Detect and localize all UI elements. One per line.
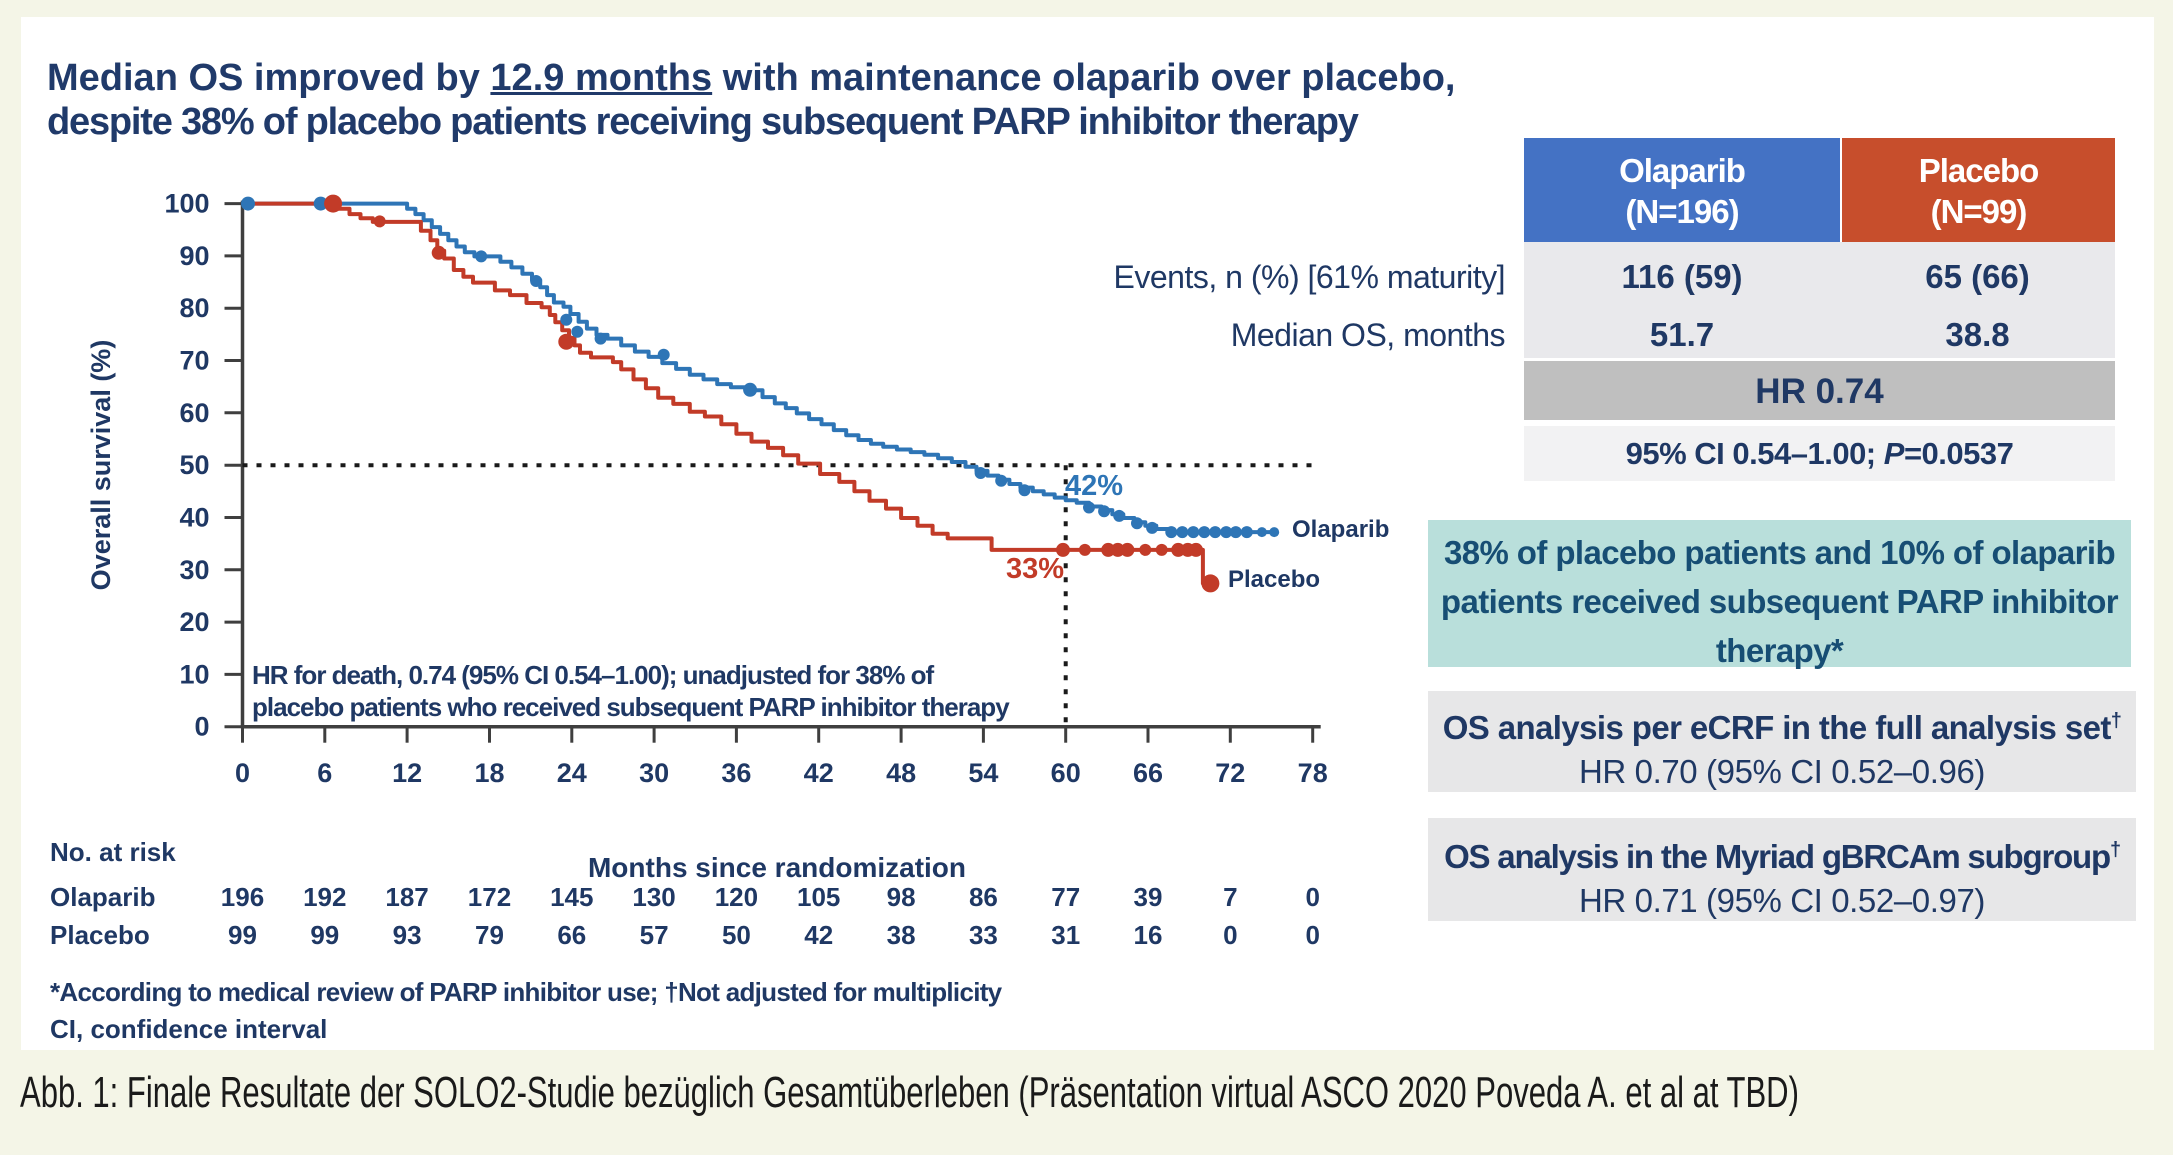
svg-text:20: 20 bbox=[179, 607, 209, 637]
svg-text:38: 38 bbox=[887, 920, 916, 950]
svg-text:57: 57 bbox=[640, 920, 669, 950]
svg-text:Placebo: Placebo bbox=[1228, 566, 1320, 593]
svg-text:40: 40 bbox=[179, 503, 209, 533]
svg-text:187: 187 bbox=[385, 882, 428, 912]
svg-text:66: 66 bbox=[557, 920, 586, 950]
svg-text:100: 100 bbox=[164, 189, 209, 219]
svg-text:145: 145 bbox=[550, 882, 593, 912]
svg-text:99: 99 bbox=[228, 920, 257, 950]
svg-text:60: 60 bbox=[179, 398, 209, 428]
svg-text:86: 86 bbox=[969, 882, 998, 912]
svg-text:72: 72 bbox=[1215, 758, 1245, 788]
svg-text:*According to medical review o: *According to medical review of PARP inh… bbox=[50, 977, 1003, 1007]
svg-text:172: 172 bbox=[468, 882, 511, 912]
svg-text:No. at risk: No. at risk bbox=[50, 837, 176, 867]
svg-text:HR for death, 0.74 (95% CI 0.5: HR for death, 0.74 (95% CI 0.54–1.00); u… bbox=[252, 660, 935, 690]
svg-text:120: 120 bbox=[715, 882, 758, 912]
svg-text:Olaparib: Olaparib bbox=[1292, 516, 1389, 543]
svg-text:0: 0 bbox=[1223, 920, 1237, 950]
svg-text:78: 78 bbox=[1298, 758, 1328, 788]
svg-text:50: 50 bbox=[179, 450, 209, 480]
svg-text:0: 0 bbox=[1305, 920, 1319, 950]
svg-text:36: 36 bbox=[721, 758, 751, 788]
svg-text:31: 31 bbox=[1051, 920, 1080, 950]
svg-text:93: 93 bbox=[393, 920, 422, 950]
svg-text:42: 42 bbox=[804, 920, 833, 950]
svg-text:39: 39 bbox=[1134, 882, 1163, 912]
svg-text:0: 0 bbox=[194, 712, 209, 742]
svg-text:196: 196 bbox=[221, 882, 264, 912]
svg-text:99: 99 bbox=[310, 920, 339, 950]
svg-text:98: 98 bbox=[887, 882, 916, 912]
svg-text:CI, confidence interval: CI, confidence interval bbox=[50, 1014, 327, 1044]
svg-text:80: 80 bbox=[179, 293, 209, 323]
svg-text:70: 70 bbox=[179, 346, 209, 376]
svg-text:105: 105 bbox=[797, 882, 840, 912]
svg-text:18: 18 bbox=[474, 758, 504, 788]
svg-text:90: 90 bbox=[179, 241, 209, 271]
svg-text:Months since randomization: Months since randomization bbox=[588, 852, 966, 883]
svg-text:Overall survival (%): Overall survival (%) bbox=[86, 340, 116, 591]
svg-text:79: 79 bbox=[475, 920, 504, 950]
svg-text:48: 48 bbox=[886, 758, 916, 788]
svg-text:Placebo: Placebo bbox=[50, 920, 150, 950]
svg-text:30: 30 bbox=[179, 555, 209, 585]
svg-text:130: 130 bbox=[632, 882, 675, 912]
svg-text:Olaparib: Olaparib bbox=[50, 882, 155, 912]
svg-text:77: 77 bbox=[1051, 882, 1080, 912]
svg-text:54: 54 bbox=[968, 758, 998, 788]
svg-text:0: 0 bbox=[1305, 882, 1319, 912]
svg-text:0: 0 bbox=[235, 758, 250, 788]
svg-text:33%: 33% bbox=[1006, 553, 1064, 585]
svg-text:16: 16 bbox=[1134, 920, 1163, 950]
svg-text:42%: 42% bbox=[1065, 470, 1123, 502]
svg-text:33: 33 bbox=[969, 920, 998, 950]
svg-text:60: 60 bbox=[1051, 758, 1081, 788]
svg-text:30: 30 bbox=[639, 758, 669, 788]
svg-text:66: 66 bbox=[1133, 758, 1163, 788]
svg-text:6: 6 bbox=[317, 758, 332, 788]
svg-text:24: 24 bbox=[557, 758, 587, 788]
svg-text:192: 192 bbox=[303, 882, 346, 912]
svg-text:42: 42 bbox=[804, 758, 834, 788]
svg-text:placebo patients who received: placebo patients who received subsequent… bbox=[252, 692, 1010, 722]
svg-text:7: 7 bbox=[1223, 882, 1237, 912]
svg-text:50: 50 bbox=[722, 920, 751, 950]
svg-text:10: 10 bbox=[179, 659, 209, 689]
svg-text:12: 12 bbox=[392, 758, 422, 788]
